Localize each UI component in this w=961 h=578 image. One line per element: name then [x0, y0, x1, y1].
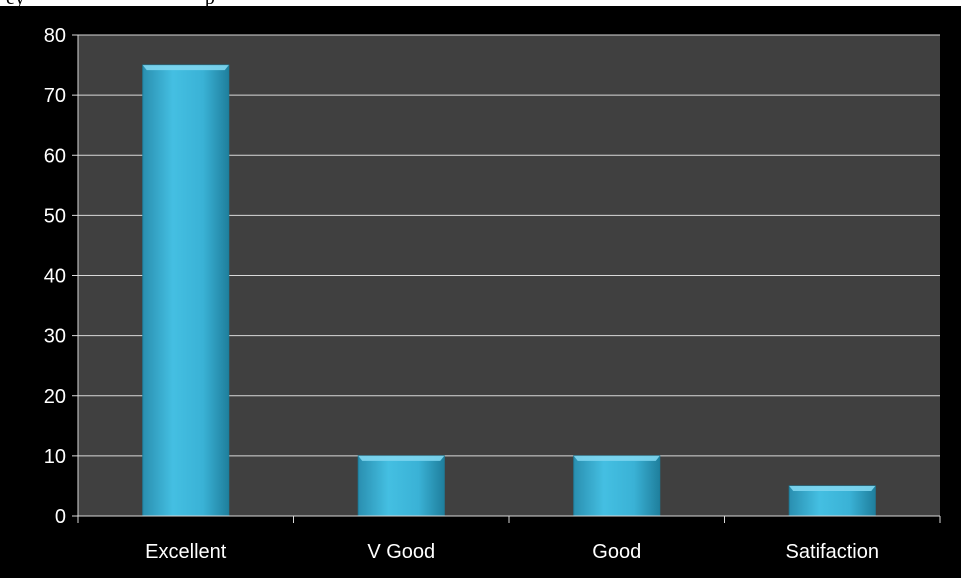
- bar-bevel: [789, 485, 876, 491]
- bar-good: [573, 455, 661, 517]
- page-top-strip: [0, 0, 961, 6]
- bars: [142, 64, 876, 517]
- y-tick-label: 50: [44, 205, 66, 227]
- bar-bevel: [358, 455, 445, 461]
- bar-v-good: [357, 455, 445, 517]
- y-tick-label: 20: [44, 386, 66, 408]
- bar-bevel: [573, 455, 660, 461]
- y-tick-label: 80: [44, 25, 66, 47]
- y-tick-label: 40: [44, 266, 66, 288]
- y-axis-tick-labels: 0 10 20 30 40 50 60 70 80: [44, 25, 66, 528]
- heading-fragment: ey p: [6, 0, 215, 9]
- x-axis-tick-labels: Excellent V Good Good Satifaction: [145, 541, 879, 563]
- y-tick-label: 30: [44, 326, 66, 348]
- y-tick-label: 10: [44, 446, 66, 468]
- y-tick-label: 60: [44, 145, 66, 167]
- x-tick-label: Good: [592, 541, 641, 563]
- y-tick-label: 0: [55, 506, 66, 528]
- x-axis-ticks: [77, 516, 941, 523]
- x-tick-label: Excellent: [145, 541, 227, 563]
- bar-bevel: [142, 65, 229, 71]
- x-tick-label: Satifaction: [786, 541, 879, 563]
- x-tick-label: V Good: [367, 541, 435, 563]
- y-tick-label: 70: [44, 85, 66, 107]
- bar-excellent: [142, 64, 230, 517]
